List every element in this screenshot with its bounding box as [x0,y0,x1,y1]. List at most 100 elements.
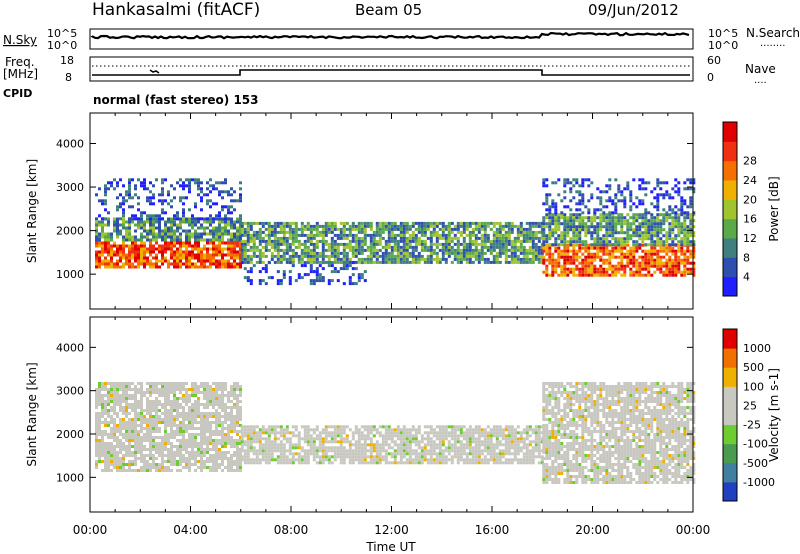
echo-cell [644,249,648,253]
echo-cell [653,258,657,262]
echo-cell [230,454,233,457]
echo-cell [447,236,451,240]
echo-cell [258,449,262,453]
echo-cell [230,217,233,221]
echo-cell [134,415,137,418]
echo-cell [572,252,576,256]
echo-cell [212,430,215,433]
echo-cell [465,233,469,237]
echo-cell [143,223,146,227]
echo-cell [372,230,376,234]
echo-cell [270,446,274,450]
echo-cell [318,437,322,441]
echo-cell [650,228,654,232]
echo-cell [149,265,152,269]
echo-cell [261,239,265,243]
echo-cell [110,232,113,236]
echo-cell [548,261,552,265]
echo-cell [125,430,128,433]
echo-cell [209,427,212,430]
echo-cell [306,449,310,453]
echo-cell [495,251,499,255]
echo-cell [659,219,663,223]
echo-cell [674,237,678,241]
echo-cell [209,403,212,406]
echo-cell [288,279,292,283]
echo-cell [170,388,173,391]
echo-cell [318,461,322,465]
echo-cell [641,234,645,238]
echo-cell [155,238,158,242]
echo-cell [429,251,433,255]
echo-cell [188,238,191,242]
echo-cell [602,237,606,241]
echo-cell [363,428,367,432]
echo-cell [641,255,645,259]
echo-cell [161,388,164,391]
echo-cell [249,260,253,264]
echo-cell [212,439,215,442]
echo-cell [227,427,230,430]
echo-cell [300,446,304,450]
echo-cell [264,446,268,450]
echo-cell [647,264,651,268]
echo-cell [104,187,107,191]
echo-cell [128,385,131,388]
echo-cell [194,262,197,266]
echo-cell [689,196,693,200]
echo-cell [584,228,588,232]
echo-cell [498,239,502,243]
echo-cell [465,245,469,249]
echo-cell [221,424,224,427]
echo-cell [149,382,152,385]
echo-cell [249,428,253,432]
echo-cell [258,233,262,237]
echo-cell [354,455,358,459]
echo-cell [330,221,334,225]
colorbar-tick-label: 24 [743,174,757,187]
echo-cell [659,193,663,197]
echo-cell [593,255,597,259]
echo-cell [551,219,555,223]
echo-cell [671,225,675,229]
echo-cell [378,242,382,246]
echo-cell [128,262,131,266]
echo-cell [656,178,660,182]
echo-cell [230,469,233,472]
echo-cell [620,249,624,253]
nsearch-dots: ........ [760,38,785,49]
echo-cell [167,403,170,406]
echo-cell [98,220,101,224]
echo-cell [426,224,430,228]
echo-cell [638,178,642,182]
echo-cell [110,442,113,445]
echo-cell [492,242,496,246]
echo-cell [447,239,451,243]
echo-cell [686,216,690,220]
echo-cell [333,425,337,429]
echo-cell [131,262,134,266]
echo-cell [312,440,316,444]
echo-cell [140,214,143,218]
echo-cell [134,406,137,409]
echo-cell [563,219,567,223]
echo-cell [101,406,104,409]
echo-cell [366,248,370,252]
echo-cell [629,193,633,197]
echo-cell [152,439,155,442]
echo-cell [510,221,514,225]
echo-cell [686,234,690,238]
echo-cell [95,421,98,424]
echo-cell [330,251,334,255]
echo-cell [297,276,301,280]
echo-cell [641,243,645,247]
echo-cell [348,443,352,447]
echo-cell [300,260,304,264]
echo-cell [342,233,346,237]
echo-cell [194,244,197,248]
echo-cell [164,436,167,439]
echo-cell [128,223,131,227]
echo-cell [107,436,110,439]
echo-cell [674,261,678,265]
echo-cell [212,406,215,409]
